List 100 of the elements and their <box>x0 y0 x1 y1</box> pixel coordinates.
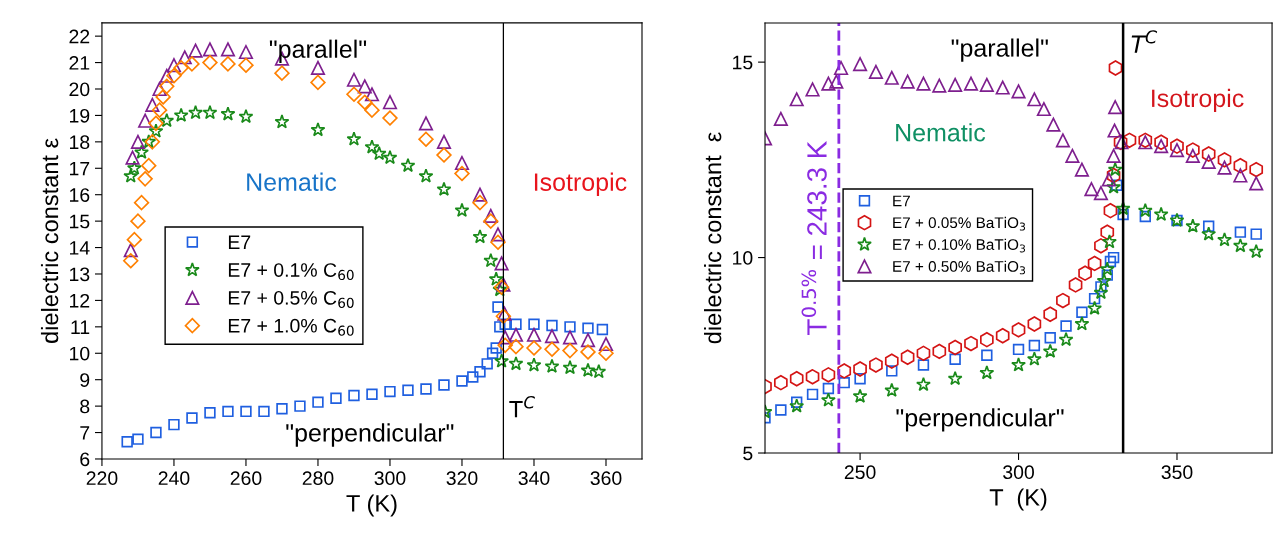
point <box>1233 168 1248 183</box>
point <box>1122 132 1137 149</box>
x-tick-label: 360 <box>590 471 622 486</box>
point <box>979 365 995 380</box>
point <box>884 353 899 369</box>
point <box>544 341 560 358</box>
point <box>775 404 787 416</box>
point <box>1027 316 1042 332</box>
x-tick-label: 280 <box>302 471 334 486</box>
point <box>420 383 432 395</box>
point <box>1060 320 1072 332</box>
point <box>186 412 198 424</box>
point <box>963 76 979 91</box>
point <box>1185 218 1201 233</box>
point <box>1076 306 1088 318</box>
point <box>1012 343 1025 356</box>
point <box>948 77 963 92</box>
point <box>1093 284 1109 300</box>
point <box>490 227 506 242</box>
point <box>364 102 380 118</box>
point <box>238 44 254 60</box>
point <box>949 353 961 365</box>
y-tick-label: 16 <box>70 188 90 202</box>
point <box>330 392 342 404</box>
point <box>1185 142 1200 158</box>
point <box>837 363 852 379</box>
point <box>240 405 252 418</box>
point <box>382 149 398 165</box>
point <box>1233 157 1248 174</box>
point <box>1107 251 1120 264</box>
point <box>126 160 142 175</box>
x-tick-label: 350 <box>1161 465 1193 480</box>
point <box>276 403 288 415</box>
point <box>490 342 502 354</box>
point <box>932 78 947 93</box>
point <box>884 382 900 397</box>
x-axis-title: T (K) <box>989 488 1047 511</box>
point <box>900 74 915 89</box>
point <box>418 116 434 131</box>
x-tick-label: 220 <box>86 471 118 486</box>
point <box>188 43 203 58</box>
point <box>1065 148 1080 164</box>
point <box>1074 162 1089 177</box>
point <box>1106 148 1121 164</box>
point <box>1250 228 1262 240</box>
y-tick-label: 10 <box>70 346 90 361</box>
point <box>494 256 509 271</box>
point <box>1101 172 1116 187</box>
legend-label: E7 + 1.0% C$_{60}$ <box>228 318 354 336</box>
point <box>580 332 596 348</box>
point <box>1202 220 1215 232</box>
point <box>402 384 414 396</box>
point <box>366 388 378 400</box>
point <box>400 157 416 173</box>
point <box>1011 322 1026 338</box>
point <box>820 392 836 407</box>
point <box>184 56 200 72</box>
point <box>346 131 362 146</box>
point <box>1249 176 1264 191</box>
point <box>274 65 290 81</box>
point <box>1103 202 1118 219</box>
point <box>1088 292 1101 305</box>
point <box>528 318 540 330</box>
point <box>310 122 326 137</box>
point <box>166 58 182 73</box>
point <box>238 57 254 73</box>
x-tick-label: 320 <box>446 471 478 486</box>
y-tick-label: 8 <box>80 399 90 414</box>
point <box>591 363 607 379</box>
point <box>1011 357 1026 372</box>
point <box>159 112 175 128</box>
point <box>472 194 488 211</box>
point <box>580 344 596 360</box>
y-tick-label: 7 <box>80 426 90 440</box>
point <box>1108 60 1123 76</box>
point <box>481 358 493 370</box>
point <box>562 360 578 375</box>
point <box>1104 255 1117 268</box>
point <box>1217 232 1232 247</box>
point <box>853 361 867 377</box>
point <box>544 358 560 373</box>
point <box>947 370 963 386</box>
legend-label: E7 + 0.1% C$_{60}$ <box>228 263 354 281</box>
point <box>494 321 506 333</box>
point <box>1170 138 1184 154</box>
point <box>1154 134 1168 151</box>
point <box>1117 208 1129 221</box>
y-tick-label: 11 <box>71 320 90 334</box>
y-tick-label: 20 <box>69 82 90 97</box>
point <box>121 436 133 448</box>
annotation: "perpendicular" <box>286 423 454 447</box>
point <box>1139 210 1151 223</box>
point <box>1094 238 1108 254</box>
point <box>1169 142 1185 158</box>
point <box>418 168 434 183</box>
point <box>822 382 835 395</box>
point <box>564 321 576 333</box>
point <box>1102 234 1117 249</box>
x-tick-label: 260 <box>230 471 262 486</box>
point <box>508 327 524 342</box>
